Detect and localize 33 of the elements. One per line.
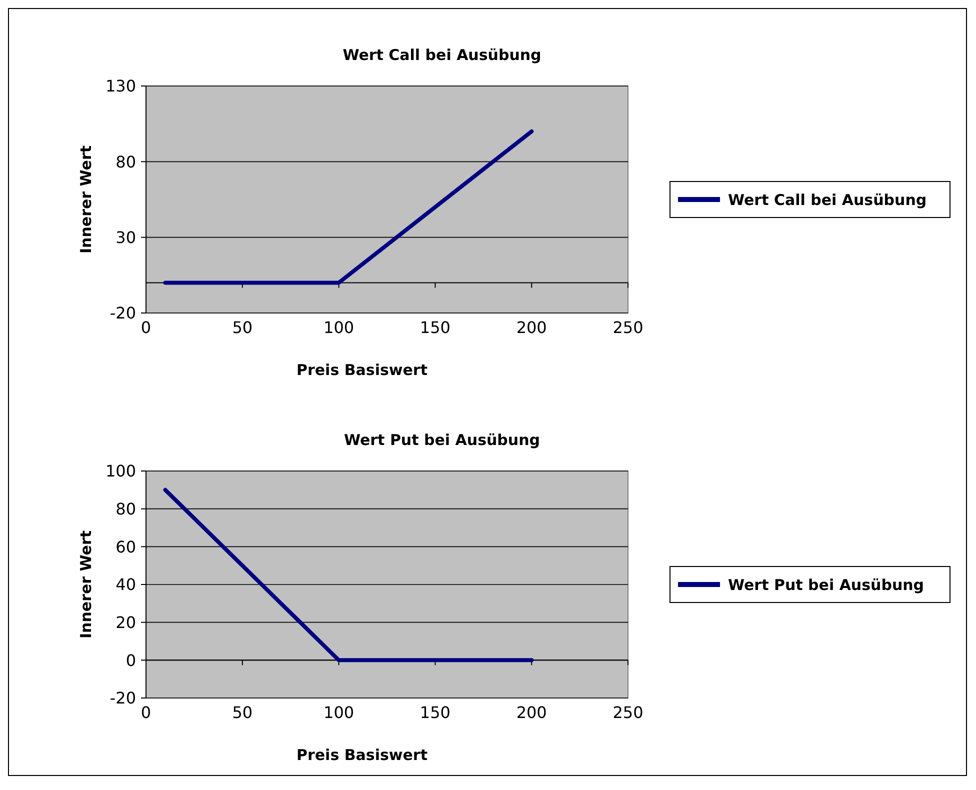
x-tick-label: 150 xyxy=(420,318,450,337)
y-tick-label: -20 xyxy=(110,304,136,323)
y-tick-label: 0 xyxy=(126,650,136,670)
x-tick-label: 150 xyxy=(420,703,450,722)
y-tick-label: 60 xyxy=(116,537,136,556)
x-tick-label: 200 xyxy=(516,318,547,337)
y-tick-label: 80 xyxy=(116,499,136,518)
x-tick-label: 250 xyxy=(612,318,644,337)
x-tick-label: 200 xyxy=(516,703,547,722)
y-tick-label: -20 xyxy=(110,688,136,708)
y-tick-label: 80 xyxy=(116,152,136,172)
x-tick-label: 100 xyxy=(324,318,354,337)
x-tick-label: 50 xyxy=(232,318,253,337)
line-series xyxy=(163,129,534,285)
x-tick-label: 50 xyxy=(232,703,253,722)
legend-label: Wert Call bei Ausübung xyxy=(728,190,927,209)
legend-label: Wert Put bei Ausübung xyxy=(728,576,924,594)
chart-title: Wert Call bei Ausübung xyxy=(342,46,542,64)
y-tick-label: 20 xyxy=(116,612,136,632)
x-tick-label: 0 xyxy=(140,703,152,722)
x-tick-label: 250 xyxy=(612,703,644,722)
x-axis-title: Preis Basiswert xyxy=(296,361,428,379)
chart-title: Wert Put bei Ausübung xyxy=(344,431,540,449)
y-tick-label: 40 xyxy=(116,575,136,594)
y-axis-title: Innerer Wert xyxy=(77,145,95,254)
x-tick-label: 100 xyxy=(324,703,354,722)
y-tick-label: 130 xyxy=(105,76,136,96)
y-axis-title: Innerer Wert xyxy=(77,530,95,639)
x-tick-label: 0 xyxy=(140,318,152,337)
line-series xyxy=(163,488,534,662)
y-tick-label: 100 xyxy=(105,462,136,481)
y-tick-label: 30 xyxy=(116,228,136,247)
x-axis-title: Preis Basiswert xyxy=(296,746,428,764)
